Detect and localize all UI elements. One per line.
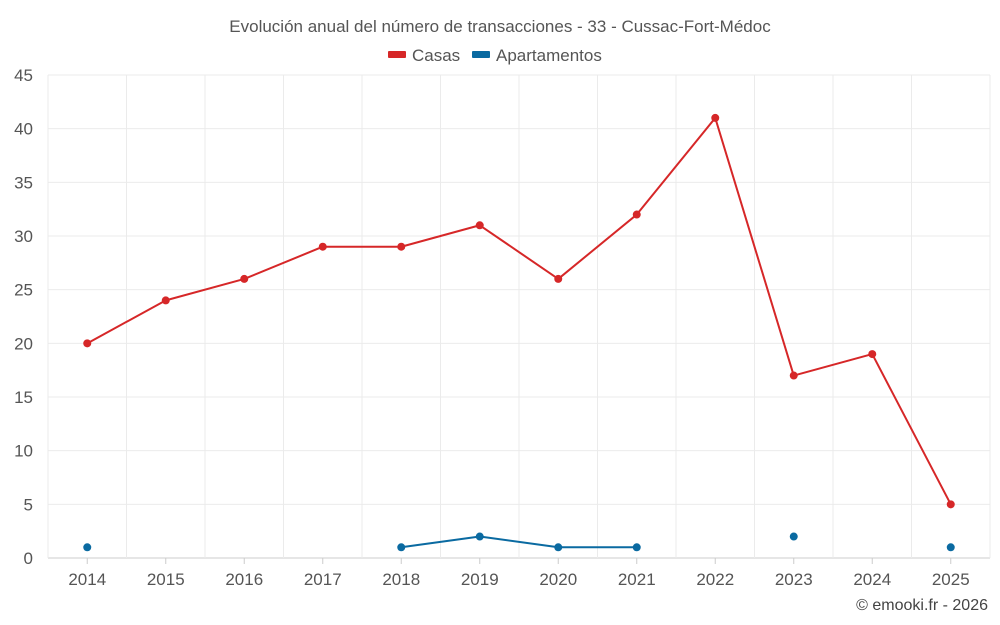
legend-swatch-casas (388, 51, 406, 58)
legend-label-apartamentos: Apartamentos (496, 46, 602, 65)
data-point-casas[interactable] (554, 274, 563, 283)
data-point-casas[interactable] (397, 242, 406, 251)
x-tick-label: 2022 (696, 570, 734, 589)
data-point-apartamentos[interactable] (475, 532, 484, 541)
series-casas (83, 113, 955, 509)
data-point-apartamentos[interactable] (632, 543, 641, 552)
data-point-casas[interactable] (868, 350, 877, 359)
data-point-casas[interactable] (789, 371, 798, 380)
y-tick-label: 35 (14, 173, 33, 192)
data-point-apartamentos[interactable] (554, 543, 563, 552)
x-tick-label: 2019 (461, 570, 499, 589)
y-tick-label: 5 (24, 495, 33, 514)
y-tick-label: 20 (14, 334, 33, 353)
y-tick-label: 15 (14, 388, 33, 407)
data-point-apartamentos[interactable] (83, 543, 92, 552)
y-tick-label: 30 (14, 227, 33, 246)
data-point-casas[interactable] (946, 500, 955, 509)
data-point-casas[interactable] (318, 242, 327, 251)
x-axis: 2014 2015 2016 2017 2018 2019 2020 2021 2022 2023… (68, 558, 970, 589)
x-tick-label: 2021 (618, 570, 656, 589)
y-tick-label: 0 (24, 549, 33, 568)
y-axis: 0 5 10 15 20 25 30 35 40 45 (14, 66, 33, 568)
data-point-casas[interactable] (83, 339, 92, 348)
series-apartamentos (83, 532, 955, 552)
y-tick-label: 40 (14, 120, 33, 139)
chart-title: Evolución anual del número de transaccio… (229, 17, 771, 36)
data-point-apartamentos[interactable] (789, 532, 798, 541)
data-point-casas[interactable] (632, 210, 641, 219)
data-point-casas[interactable] (161, 296, 170, 305)
credit: © emooki.fr - 2026 (856, 597, 988, 614)
x-tick-label: 2024 (853, 570, 891, 589)
legend-item-apartamentos[interactable]: Apartamentos (472, 46, 602, 65)
x-tick-label: 2016 (225, 570, 263, 589)
legend-item-casas[interactable]: Casas (388, 46, 460, 65)
x-tick-label: 2025 (932, 570, 970, 589)
x-tick-label: 2015 (147, 570, 185, 589)
x-tick-label: 2018 (382, 570, 420, 589)
series-line-apartamentos (401, 535, 637, 549)
x-tick-label: 2020 (539, 570, 577, 589)
legend-swatch-apartamentos (472, 51, 490, 58)
legend-label-casas: Casas (412, 46, 460, 65)
data-point-casas[interactable] (475, 221, 484, 230)
y-tick-label: 10 (14, 442, 33, 461)
x-tick-label: 2017 (304, 570, 342, 589)
data-point-casas[interactable] (711, 113, 720, 122)
y-tick-label: 45 (14, 66, 33, 85)
grid (47, 74, 991, 559)
y-tick-label: 25 (14, 281, 33, 300)
legend[interactable]: Casas Apartamentos (388, 46, 602, 65)
series-line-casas (86, 116, 952, 505)
data-point-apartamentos[interactable] (397, 543, 406, 552)
x-tick-label: 2014 (68, 570, 106, 589)
plot-area (83, 113, 955, 552)
data-point-apartamentos[interactable] (946, 543, 955, 552)
x-tick-label: 2023 (775, 570, 813, 589)
data-point-casas[interactable] (240, 274, 249, 283)
